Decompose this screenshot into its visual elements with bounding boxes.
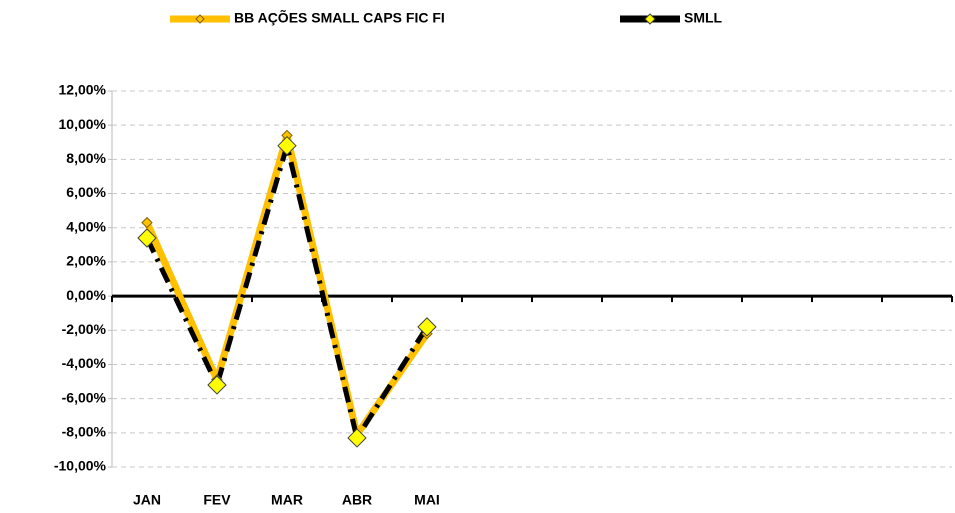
marker [137, 228, 157, 248]
y-tick-label: -4,00% [62, 355, 107, 371]
x-tick-label: FEV [203, 492, 231, 508]
x-tick-label: MAI [414, 492, 440, 508]
y-tick-label: 10,00% [59, 116, 107, 132]
legend-label: SMLL [684, 10, 723, 26]
x-tick-label: JAN [133, 492, 161, 508]
y-tick-label: 2,00% [66, 253, 106, 269]
y-tick-label: 12,00% [59, 82, 107, 98]
marker [277, 135, 297, 156]
y-tick-label: -6,00% [62, 389, 107, 405]
x-tick-label: MAR [271, 492, 303, 508]
legend-marker [644, 13, 656, 25]
legend-label: BB AÇÕES SMALL CAPS FIC FI [234, 9, 445, 26]
y-tick-label: 6,00% [66, 184, 106, 200]
marker [347, 428, 367, 448]
legend-marker [195, 14, 205, 24]
marker [207, 375, 227, 395]
x-tick-label: ABR [342, 492, 372, 508]
y-tick-label: 8,00% [66, 150, 106, 166]
y-tick-label: -2,00% [62, 321, 107, 337]
marker [417, 317, 437, 337]
series-line [144, 143, 430, 441]
marker [141, 216, 153, 229]
y-tick-label: -10,00% [54, 458, 107, 474]
y-tick-label: 4,00% [66, 218, 106, 234]
y-tick-label: -8,00% [62, 424, 107, 440]
y-tick-label: 0,00% [66, 287, 106, 303]
